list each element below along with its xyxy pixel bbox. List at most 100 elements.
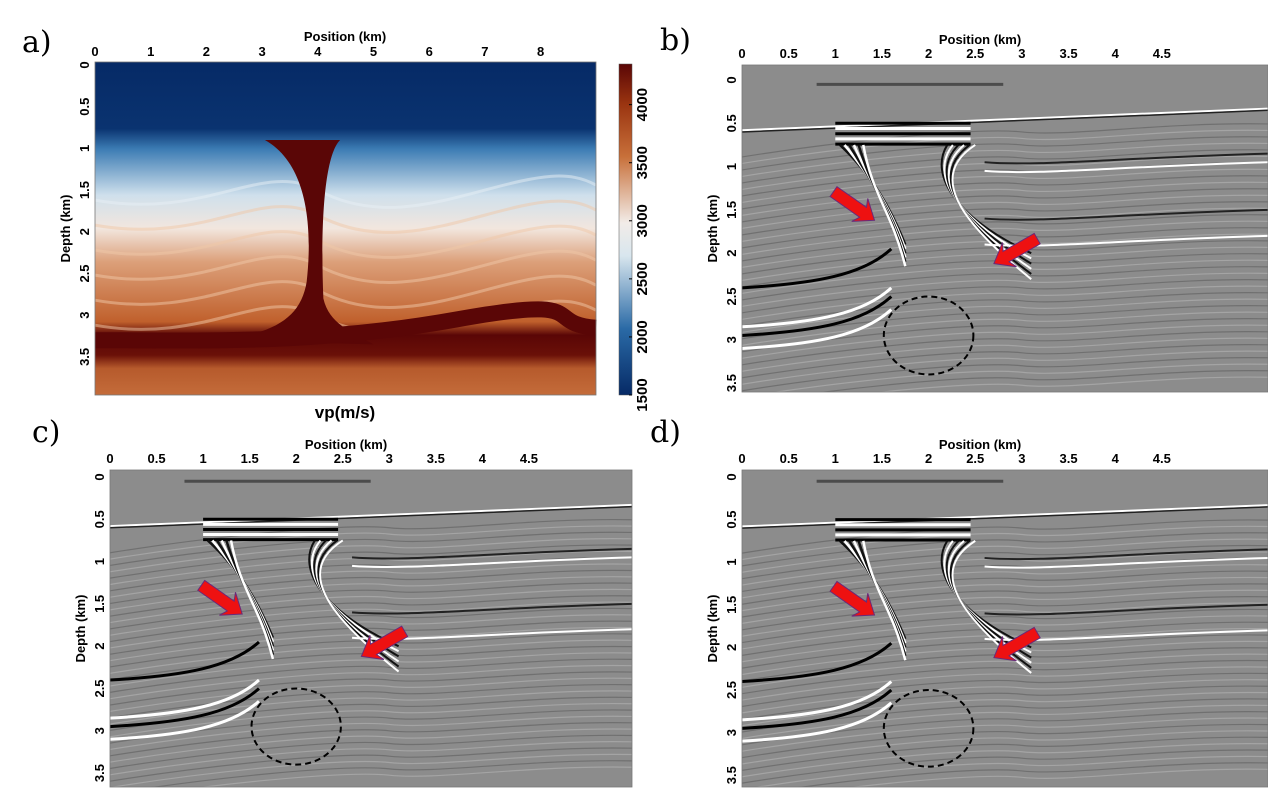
y-tick-label: 3	[724, 336, 739, 343]
plot-frame	[741, 64, 1268, 393]
reflector	[742, 201, 1268, 236]
reflector	[820, 369, 1268, 392]
reflector	[742, 691, 1268, 727]
y-axis-label: Depth (km)	[73, 595, 88, 663]
x-tick-label: 4.5	[1153, 46, 1171, 61]
y-tick-label: 1	[724, 163, 739, 170]
red-arrow-shape	[829, 580, 876, 617]
reflector	[110, 709, 632, 744]
right-reflector	[984, 208, 1268, 221]
colorbar-label: vp(m/s)	[315, 403, 375, 422]
reflector	[742, 220, 1268, 255]
x-tick-label: 4	[314, 44, 322, 59]
reflector	[742, 129, 1268, 165]
deep-reflector	[110, 700, 260, 741]
seafloor-reflector	[110, 505, 632, 529]
x-tick-label: 0	[91, 44, 98, 59]
velocity-layer	[94, 199, 597, 234]
red-arrow-left	[197, 579, 243, 616]
reflector	[742, 279, 1268, 314]
reflector	[110, 595, 632, 630]
red-arrow-shape	[993, 626, 1041, 662]
y-axis-label: Depth (km)	[705, 595, 720, 663]
x-tick-label: 2	[293, 451, 300, 466]
deep-reflector	[742, 286, 893, 329]
right-reflector	[984, 603, 1268, 616]
reflector	[742, 659, 1268, 695]
red-arrow-right	[993, 232, 1041, 268]
reflector	[742, 679, 1268, 714]
right-reflector	[351, 547, 632, 560]
colorbar-tick-label: 3500	[634, 146, 651, 179]
reflector	[742, 640, 1268, 676]
y-tick-label: 2.5	[724, 681, 739, 699]
reflector	[110, 715, 632, 751]
x-tick-label: 4.5	[520, 451, 538, 466]
reflector	[742, 207, 1268, 242]
reflector	[151, 760, 632, 787]
seafloor-reflector	[742, 506, 1268, 529]
colorbar-tick-label: 4000	[634, 88, 651, 121]
reflector	[110, 620, 632, 655]
reflector	[110, 607, 632, 643]
reflector	[742, 318, 1268, 353]
x-tick-label: 2.5	[334, 451, 352, 466]
y-tick-label: 2.5	[724, 287, 739, 305]
y-tick-label: 0	[724, 76, 739, 83]
seafloor-reflector	[742, 109, 1268, 133]
y-tick-label: 1	[77, 145, 92, 152]
x-tick-label: 0.5	[148, 451, 166, 466]
reflector	[742, 583, 1268, 618]
deep-reflector	[110, 687, 260, 729]
reflector	[742, 596, 1268, 631]
x-tick-label: 7	[481, 44, 488, 59]
y-tick-label: 1.5	[77, 181, 92, 199]
panel-label-b: b)	[660, 23, 691, 58]
y-tick-label: 0	[92, 473, 107, 480]
right-reflector	[984, 629, 1268, 642]
reflector	[742, 136, 1268, 171]
y-tick-label: 3.5	[724, 766, 739, 784]
x-tick-label: 3	[258, 44, 265, 59]
reflector	[742, 142, 1268, 178]
salt-flank-reflector	[229, 540, 275, 660]
reflector	[110, 702, 632, 738]
reflector	[742, 298, 1268, 333]
reflector	[110, 690, 632, 725]
reflector	[110, 658, 632, 693]
x-tick-label: 1	[832, 46, 839, 61]
y-tick-label: 0	[77, 61, 92, 68]
deep-reflector	[742, 308, 893, 350]
deep-reflector	[110, 640, 260, 682]
reflector	[742, 356, 1268, 392]
y-tick-label: 3.5	[92, 764, 107, 782]
deep-reflector	[742, 247, 893, 290]
reflector	[110, 728, 632, 763]
plot-frame	[741, 469, 1268, 788]
reflector	[110, 696, 632, 732]
y-tick-label: 2	[724, 644, 739, 651]
y-tick-label: 0.5	[724, 511, 739, 529]
seafloor-reflector	[742, 504, 1268, 528]
plot-frame	[109, 469, 633, 788]
right-reflector	[984, 548, 1268, 561]
reflector	[199, 766, 632, 787]
reflector	[110, 652, 632, 687]
x-tick-label: 1	[832, 451, 839, 466]
salt-flank-reflector	[862, 540, 907, 661]
dashed-ellipse-annotation	[250, 687, 342, 766]
reflector	[742, 227, 1268, 262]
right-reflector	[351, 628, 632, 640]
x-tick-label: 1	[199, 451, 206, 466]
reflector	[110, 614, 632, 649]
red-arrow-shape	[360, 625, 409, 660]
y-tick-label: 3	[92, 727, 107, 734]
y-tick-label: 3	[77, 312, 92, 319]
reflector	[742, 272, 1268, 307]
deep-reflector	[742, 680, 893, 722]
velocity-layer	[94, 249, 597, 284]
colorbar-tick-label: 2000	[634, 320, 651, 353]
reflector	[742, 149, 1268, 184]
reflector	[876, 376, 1268, 392]
